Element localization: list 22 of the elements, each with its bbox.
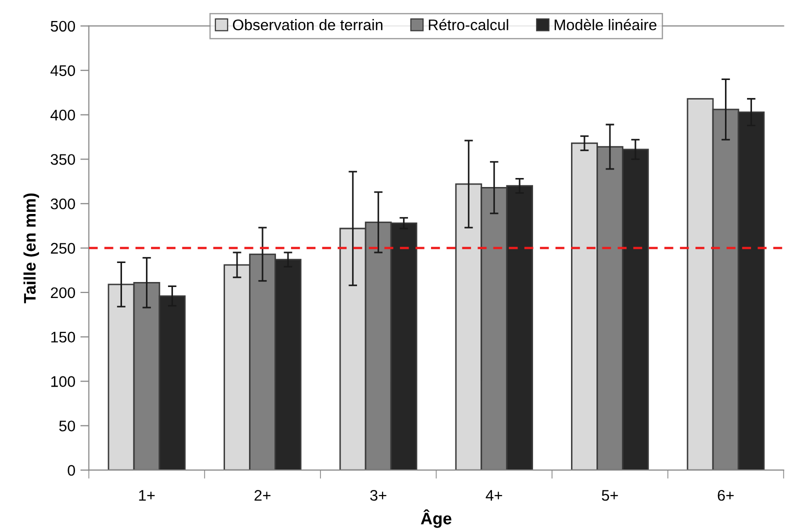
y-tick-label: 50	[59, 420, 76, 432]
y-tick-label: 300	[50, 198, 76, 210]
y-axis-title: Taille (en mm)	[23, 193, 40, 304]
y-tick-label: 0	[68, 464, 76, 476]
y-tick-label: 400	[50, 110, 76, 120]
y-tick-label: 250	[50, 242, 76, 254]
y-tick-label: 450	[50, 65, 76, 76]
x-tick-label: 5+	[602, 490, 618, 501]
y-tick-label: 350	[50, 154, 76, 165]
legend-label: Modèle linéaire	[554, 18, 656, 30]
x-tick-label: 6+	[718, 490, 734, 501]
y-tick-label: 200	[50, 287, 76, 298]
y-tick-label: 500	[50, 20, 76, 32]
x-tick-label: 3+	[370, 490, 386, 501]
x-tick-label: 4+	[486, 490, 502, 501]
y-tick-label: 100	[51, 376, 76, 387]
legend-label: Observation de terrain	[232, 19, 382, 30]
x-axis-title: Âge	[420, 509, 452, 528]
x-tick-label: 1+	[139, 490, 155, 501]
y-tick-label: 150	[51, 332, 76, 343]
legend-label: Rétro-calcul	[428, 18, 508, 30]
x-tick-label: 2+	[254, 490, 270, 501]
